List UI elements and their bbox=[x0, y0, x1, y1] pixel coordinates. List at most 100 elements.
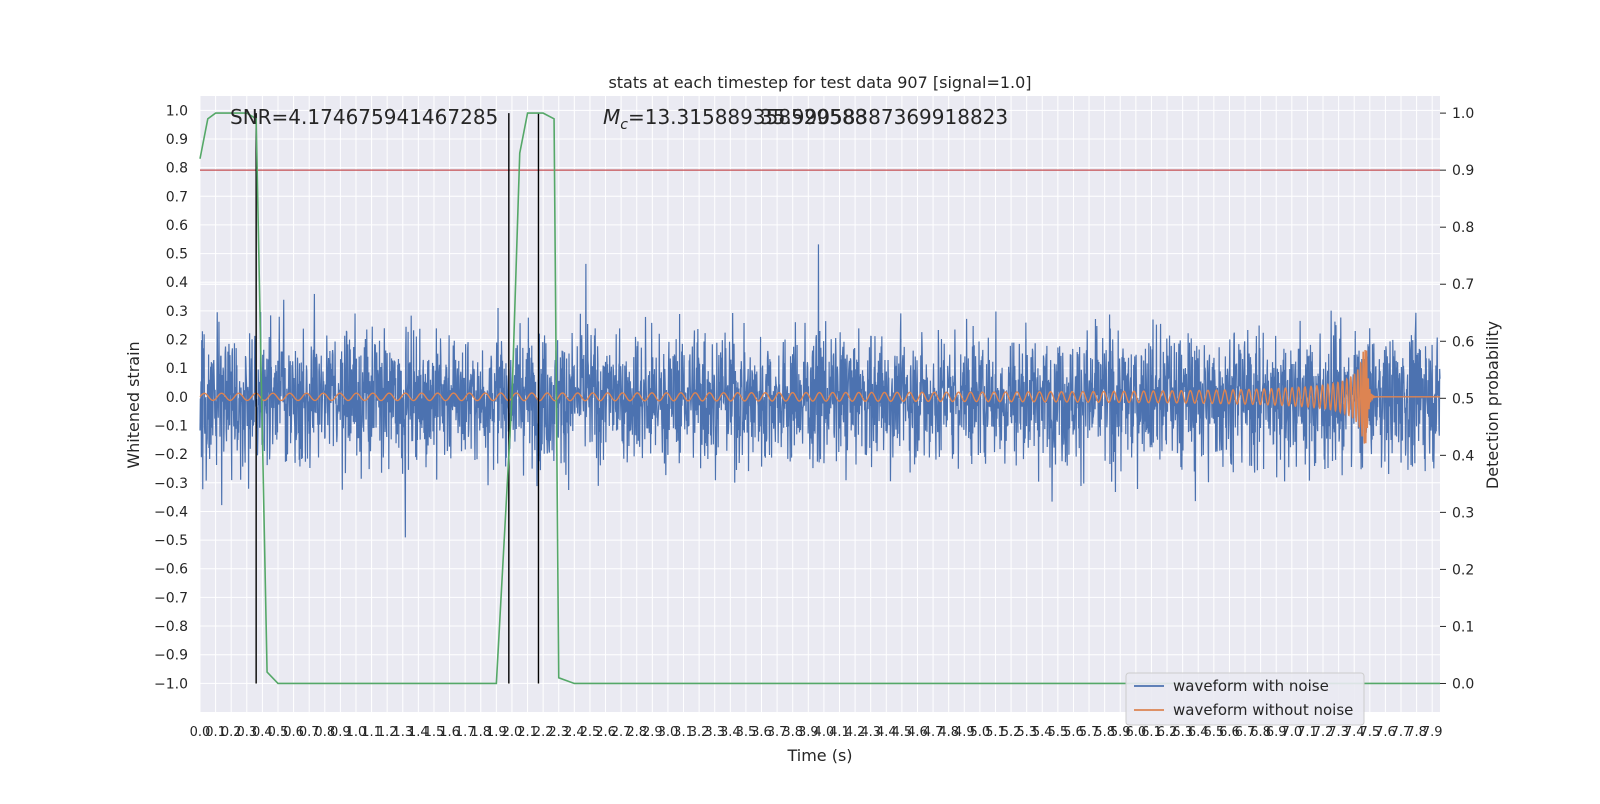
x-tick-label: 7.5 bbox=[1359, 725, 1380, 740]
series-waveform-without-noise bbox=[199, 349, 1440, 444]
y-tick-labels: 1.0 0.9 0.8 0.7 0.6 0.5 0.4 0.3 0.2 0.1 0.0 −0.1 −0.… bbox=[154, 103, 188, 692]
x-tick-label: 3.2 bbox=[689, 725, 710, 740]
y-tick-label: −0.8 bbox=[154, 619, 188, 635]
y-tick-label: 0.9 bbox=[166, 132, 188, 148]
y2-tick-label: 0.2 bbox=[1452, 562, 1474, 578]
x-tick-label: 6.5 bbox=[1203, 725, 1224, 740]
x-tick-label: 0.3 bbox=[236, 725, 257, 740]
y-tick-label: 0.7 bbox=[166, 189, 188, 205]
x-tick-label: 2.1 bbox=[517, 725, 538, 740]
x-tick-label: 7.4 bbox=[1344, 725, 1365, 740]
x-tick-label: 0.4 bbox=[252, 725, 273, 740]
detection-markers bbox=[255, 113, 540, 684]
y-tick-label: 1.0 bbox=[166, 103, 188, 119]
x-tick-label: 7.9 bbox=[1422, 725, 1443, 740]
x-tick-label: 2.9 bbox=[642, 725, 663, 740]
y-tick-label: 0.4 bbox=[166, 275, 188, 291]
y-tick-label: −0.2 bbox=[154, 447, 188, 463]
x-tick-label: 6.1 bbox=[1141, 725, 1162, 740]
x-tick-label: 6.4 bbox=[1188, 725, 1209, 740]
x-tick-label: 4.9 bbox=[954, 725, 975, 740]
x-tick-label: 3.4 bbox=[720, 725, 741, 740]
x-tick-label: 6.6 bbox=[1219, 725, 1240, 740]
x-tick-label: 3.1 bbox=[673, 725, 694, 740]
x-tick-label: 4.2 bbox=[845, 725, 866, 740]
x-axis-label: Time (s) bbox=[786, 746, 852, 765]
x-tick-label: 2.6 bbox=[595, 725, 616, 740]
legend-box bbox=[1125, 672, 1365, 726]
x-tick-label: 4.1 bbox=[829, 725, 850, 740]
x-tick-label: 2.8 bbox=[626, 725, 647, 740]
y2-tick-label: 0.3 bbox=[1452, 505, 1474, 521]
y2-tick-label: 0.6 bbox=[1452, 334, 1474, 350]
legend: waveform with noise waveform without noi… bbox=[1125, 672, 1365, 726]
y-tick-label: −1.0 bbox=[154, 676, 188, 692]
x-tick-label: 5.3 bbox=[1016, 725, 1037, 740]
x-tick-label: 1.8 bbox=[470, 725, 491, 740]
y-tick-label: −0.6 bbox=[154, 562, 188, 578]
x-tick-label: 0.0 bbox=[190, 725, 211, 740]
x-tick-label: 1.3 bbox=[392, 725, 413, 740]
y-tick-label: −0.5 bbox=[154, 533, 188, 549]
y-tick-label: 0.3 bbox=[166, 304, 188, 320]
x-tick-label: 1.7 bbox=[455, 725, 476, 740]
y2-tick-label: 0.5 bbox=[1452, 391, 1474, 407]
y-tick-label: −0.4 bbox=[154, 504, 188, 520]
snr-annotation: SNR=4.174675941467285 bbox=[230, 105, 498, 129]
y-tick-label: 0.1 bbox=[166, 361, 188, 377]
y-tick-label: 0.6 bbox=[166, 218, 188, 234]
x-tick-label: 7.3 bbox=[1328, 725, 1349, 740]
x-tick-label: 0.6 bbox=[283, 725, 304, 740]
x-tick-label: 6.0 bbox=[1126, 725, 1147, 740]
x-tick-label: 2.5 bbox=[580, 725, 601, 740]
x-tick-label: 0.2 bbox=[221, 725, 242, 740]
series-waveform-with-noise bbox=[199, 244, 1441, 538]
x-tick-label: 0.1 bbox=[205, 725, 226, 740]
y-tick-label: −0.1 bbox=[154, 418, 188, 434]
y-axis-label: Whitened strain bbox=[124, 341, 143, 468]
x-tick-label: 4.3 bbox=[860, 725, 881, 740]
x-tick-label: 2.0 bbox=[502, 725, 523, 740]
x-tick-label: 4.8 bbox=[938, 725, 959, 740]
x-tick-label: 3.6 bbox=[751, 725, 772, 740]
x-tick-label: 5.8 bbox=[1094, 725, 1115, 740]
x-tick-label: 1.2 bbox=[377, 725, 398, 740]
x-tick-label: 0.7 bbox=[299, 725, 320, 740]
y-tick-label: 0.8 bbox=[166, 161, 188, 177]
x-tick-label: 6.3 bbox=[1172, 725, 1193, 740]
x-tick-label: 1.6 bbox=[439, 725, 460, 740]
x-tick-label: 5.6 bbox=[1063, 725, 1084, 740]
x-tick-label: 7.7 bbox=[1391, 725, 1412, 740]
y2-tick-label: 0.7 bbox=[1452, 277, 1474, 293]
x-tick-label: 4.6 bbox=[907, 725, 928, 740]
x-tick-label: 5.5 bbox=[1048, 725, 1069, 740]
x-tick-label: 6.8 bbox=[1250, 725, 1271, 740]
y-tick-label: −0.9 bbox=[154, 648, 188, 664]
x-tick-label: 3.9 bbox=[798, 725, 819, 740]
y-tick-label: 0.2 bbox=[166, 333, 188, 349]
mc-overlap-annotation: 35.99058387369918823 bbox=[760, 105, 1008, 129]
y2-tick-labels: 1.0 0.9 0.8 0.7 0.6 0.5 0.4 0.3 0.2 0.1 0.0 bbox=[1440, 106, 1474, 692]
x-tick-label: 3.0 bbox=[658, 725, 679, 740]
x-tick-label: 5.4 bbox=[1032, 725, 1053, 740]
x-tick-label: 1.1 bbox=[361, 725, 382, 740]
y-tick-label: 0.0 bbox=[166, 390, 188, 406]
y2-tick-label: 0.1 bbox=[1452, 619, 1474, 635]
x-tick-label: 3.3 bbox=[704, 725, 725, 740]
y-tick-label: −0.7 bbox=[154, 590, 188, 606]
mc-annotation: Mc=13.315889358529588 bbox=[603, 105, 867, 133]
x-tick-label: 3.8 bbox=[782, 725, 803, 740]
x-tick-label: 6.2 bbox=[1157, 725, 1178, 740]
legend-label-clean: waveform without noise bbox=[1173, 701, 1353, 719]
y2-tick-label: 1.0 bbox=[1452, 106, 1474, 122]
x-tick-label: 4.0 bbox=[814, 725, 835, 740]
x-tick-label: 3.5 bbox=[736, 725, 757, 740]
x-tick-label: 3.7 bbox=[767, 725, 788, 740]
x-tick-label: 6.9 bbox=[1266, 725, 1287, 740]
detection-probability-line bbox=[199, 112, 1440, 685]
x-tick-label: 5.0 bbox=[970, 725, 991, 740]
x-tick-label: 7.6 bbox=[1375, 725, 1396, 740]
x-tick-label: 1.4 bbox=[408, 725, 429, 740]
